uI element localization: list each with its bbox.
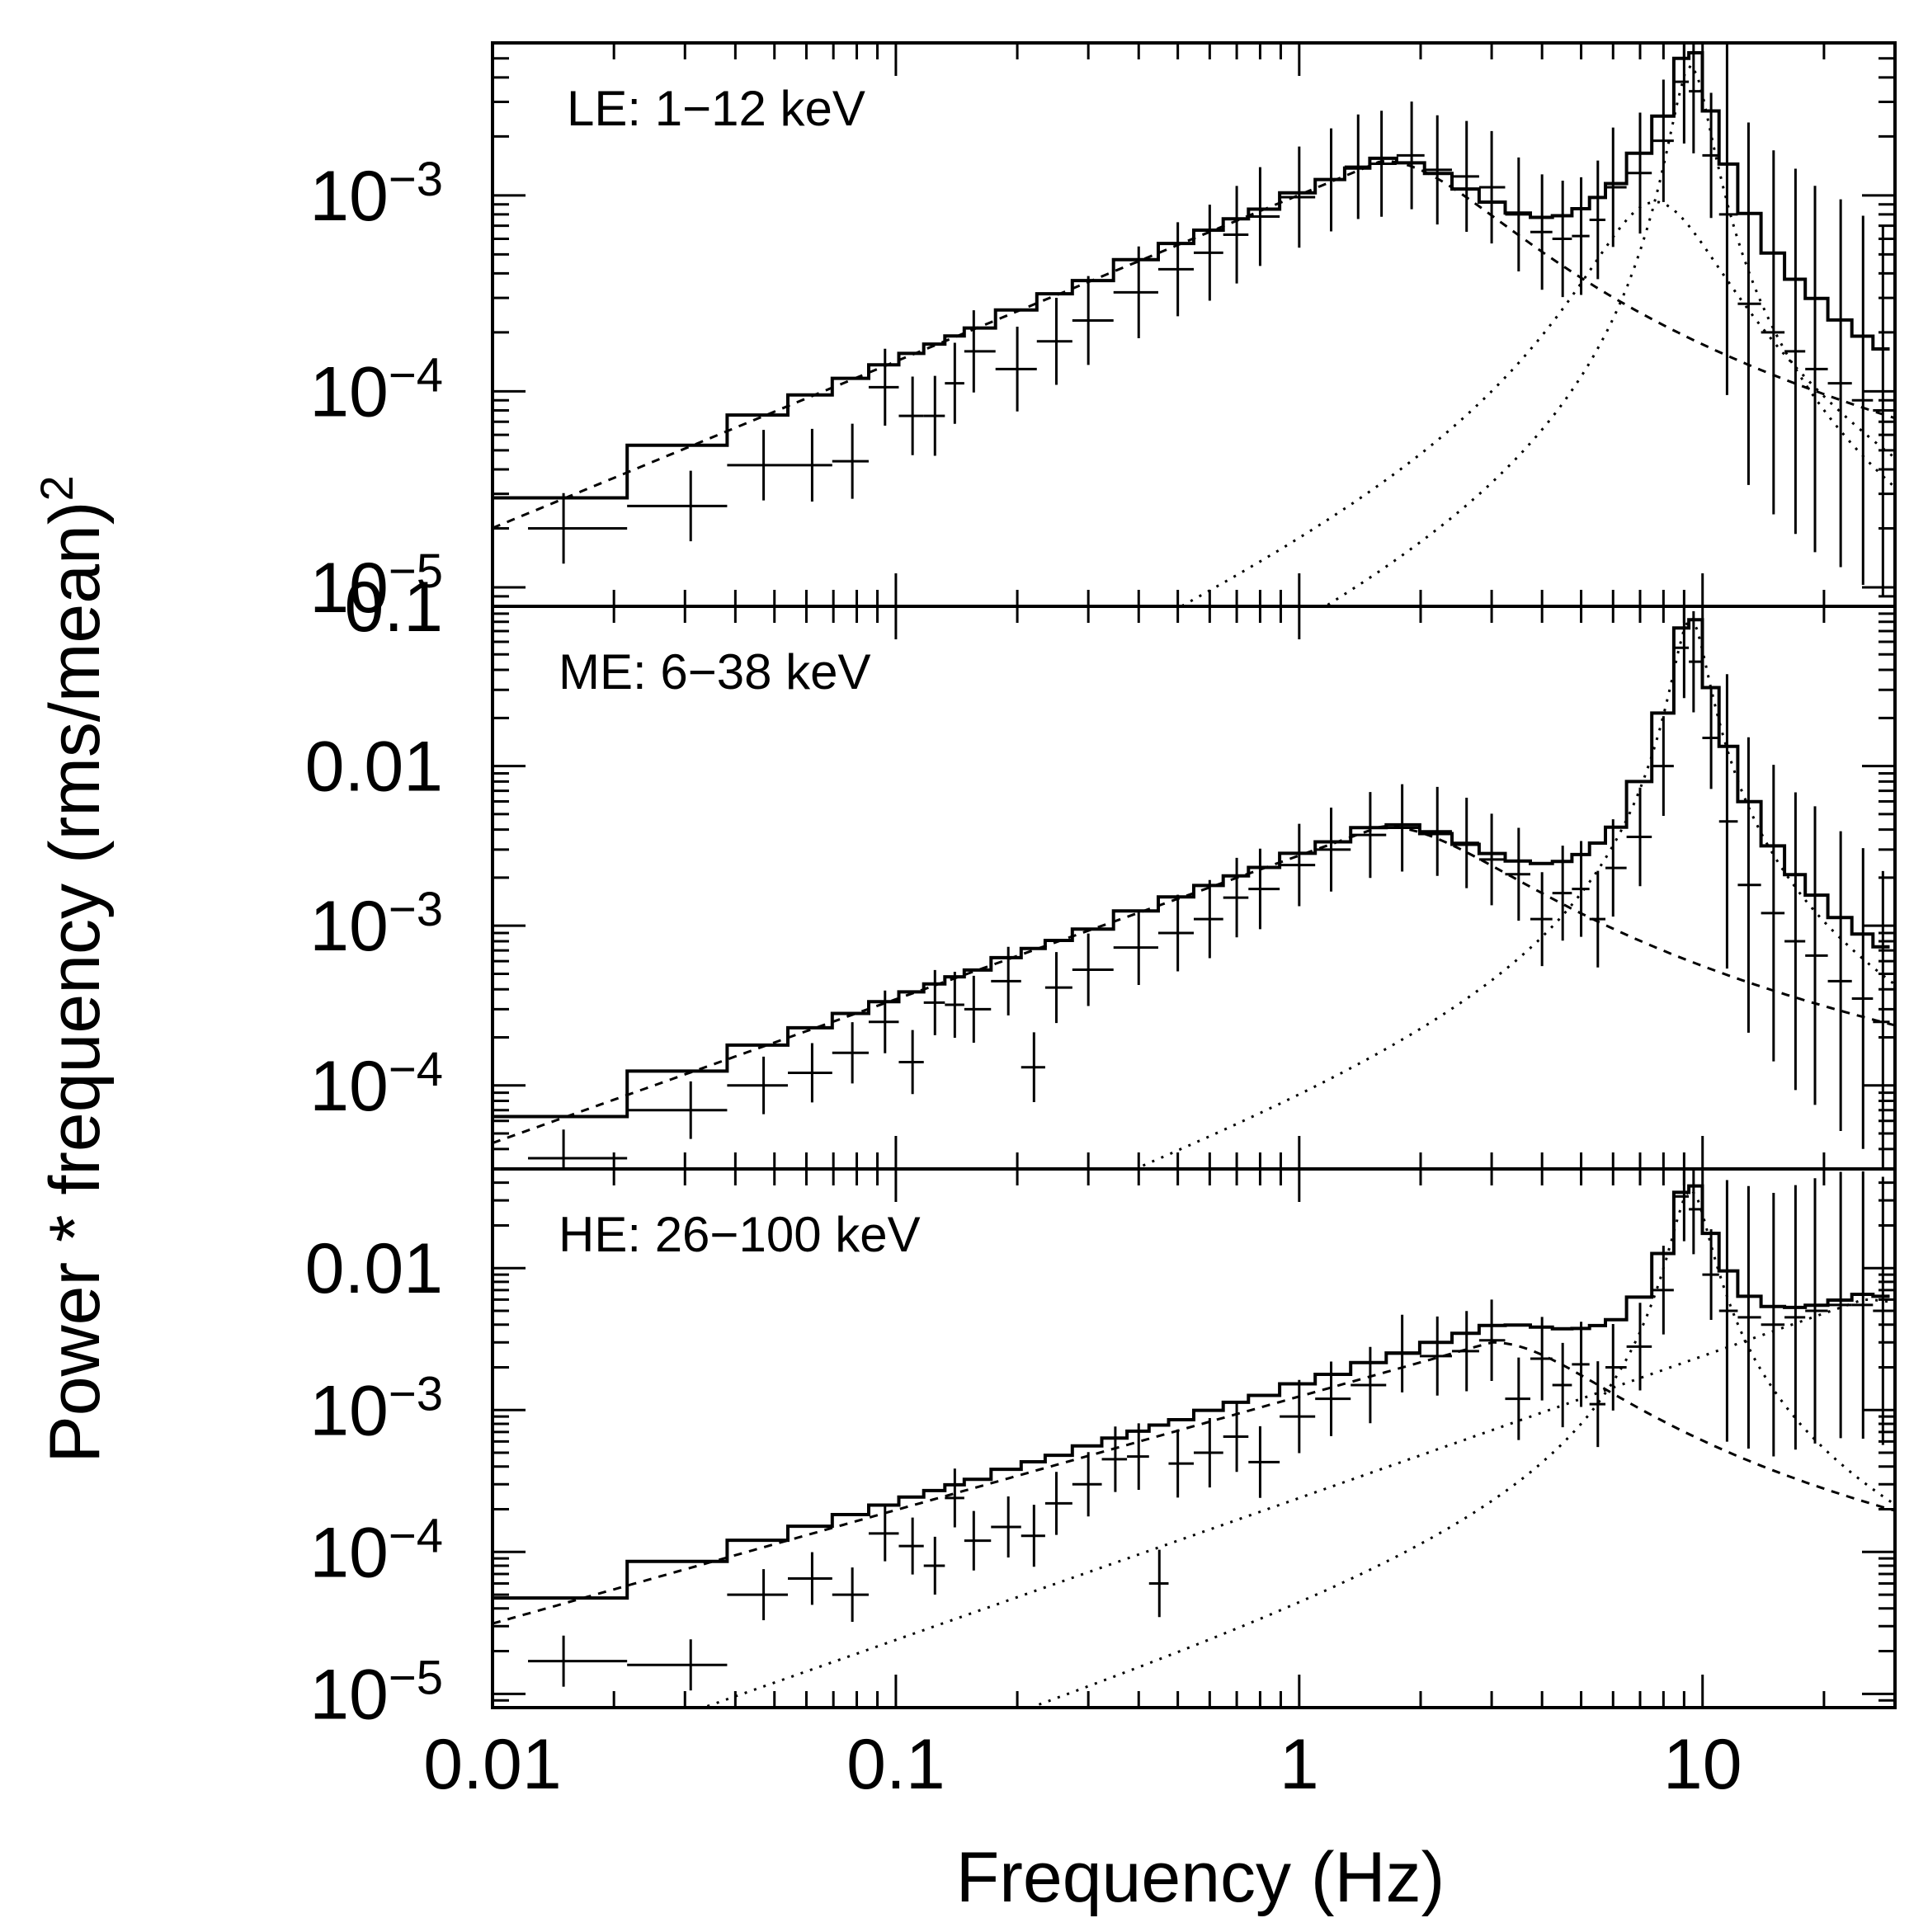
panel-frame	[491, 1167, 1897, 1709]
y-tick-label-exponent: −5	[389, 1651, 443, 1704]
y-tick-label-exponent: −4	[389, 1509, 443, 1562]
y-tick-label: 0.01	[305, 1229, 443, 1308]
y-tick-label-base: 10	[309, 1047, 389, 1126]
model-total	[493, 1184, 1890, 1600]
y-tick-label-base: 10	[309, 1513, 389, 1592]
panel-2: 10−410−30.010.1ME: 6−38 keV	[305, 568, 1897, 1171]
x-axis-title: Frequency (Hz)	[956, 1838, 1445, 1917]
model-component-qpo	[1027, 1186, 1895, 1708]
panel-1: 10−510−410−3LE: 1−12 keV	[309, 41, 1897, 628]
panel-label: LE: 1−12 keV	[567, 81, 865, 136]
y-tick-label: 10−4	[309, 348, 443, 431]
model-component-broad	[493, 159, 1895, 530]
model-component-broad	[493, 1341, 1895, 1625]
y-tick-label-exponent: −3	[389, 883, 443, 936]
y-tick-label: 0.01	[305, 728, 443, 807]
y-tick-label: 10−5	[309, 1651, 443, 1734]
x-tick-label: 10	[1663, 1725, 1742, 1804]
y-tick-label: 0.1	[344, 568, 443, 647]
y-tick-label-base: 10	[309, 352, 389, 431]
y-tick-label-base: 10	[309, 887, 389, 966]
y-tick-label-base: 0.01	[305, 728, 443, 807]
panel-plot-area	[493, 43, 1895, 606]
model-component-high	[700, 1298, 1895, 1708]
y-tick-label: 10−5	[309, 544, 443, 628]
x-tick-label: 0.01	[423, 1725, 561, 1804]
x-tick-label: 1	[1280, 1725, 1319, 1804]
y-axis-title-superscript: 2	[31, 475, 82, 501]
panel-3: 10−510−410−30.01 HE: 26−100 keV	[305, 1167, 1897, 1734]
y-tick-label: 10−4	[309, 1043, 443, 1126]
y-tick-label: 10−3	[309, 153, 443, 236]
y-tick-label-base: 10	[309, 1655, 389, 1734]
y-tick-label-exponent: −3	[389, 1367, 443, 1421]
y-tick-label-base: 0.01	[305, 1229, 443, 1308]
y-tick-label-base: 10	[309, 549, 389, 628]
y-tick-label-base: 10	[309, 1371, 389, 1450]
y-axis-title: Power * frequency (rms/mean)2	[31, 475, 115, 1463]
model-component-broad	[493, 825, 1895, 1145]
panel-label: ME: 6−38 keV	[559, 644, 871, 700]
y-tick-label-exponent: −4	[389, 348, 443, 402]
y-tick-label: 10−3	[309, 1367, 443, 1450]
y-tick-label-base: 0.1	[344, 568, 443, 647]
panel-label: HE: 26−100 keV	[559, 1207, 921, 1262]
y-tick-label: 10−3	[309, 883, 443, 966]
panel-plot-area	[493, 606, 1895, 1169]
x-tick-label: 0.1	[846, 1725, 945, 1804]
y-tick-label-exponent: −3	[389, 153, 443, 206]
y-axis-title-text: Power * frequency (rms/mean)	[35, 501, 115, 1463]
y-tick-label-exponent: −5	[389, 544, 443, 598]
y-tick-label: 10−4	[309, 1509, 443, 1592]
y-tick-label-exponent: −4	[389, 1043, 443, 1096]
y-tick-label-base: 10	[309, 157, 389, 236]
panel-plot-area	[493, 1169, 1895, 1708]
